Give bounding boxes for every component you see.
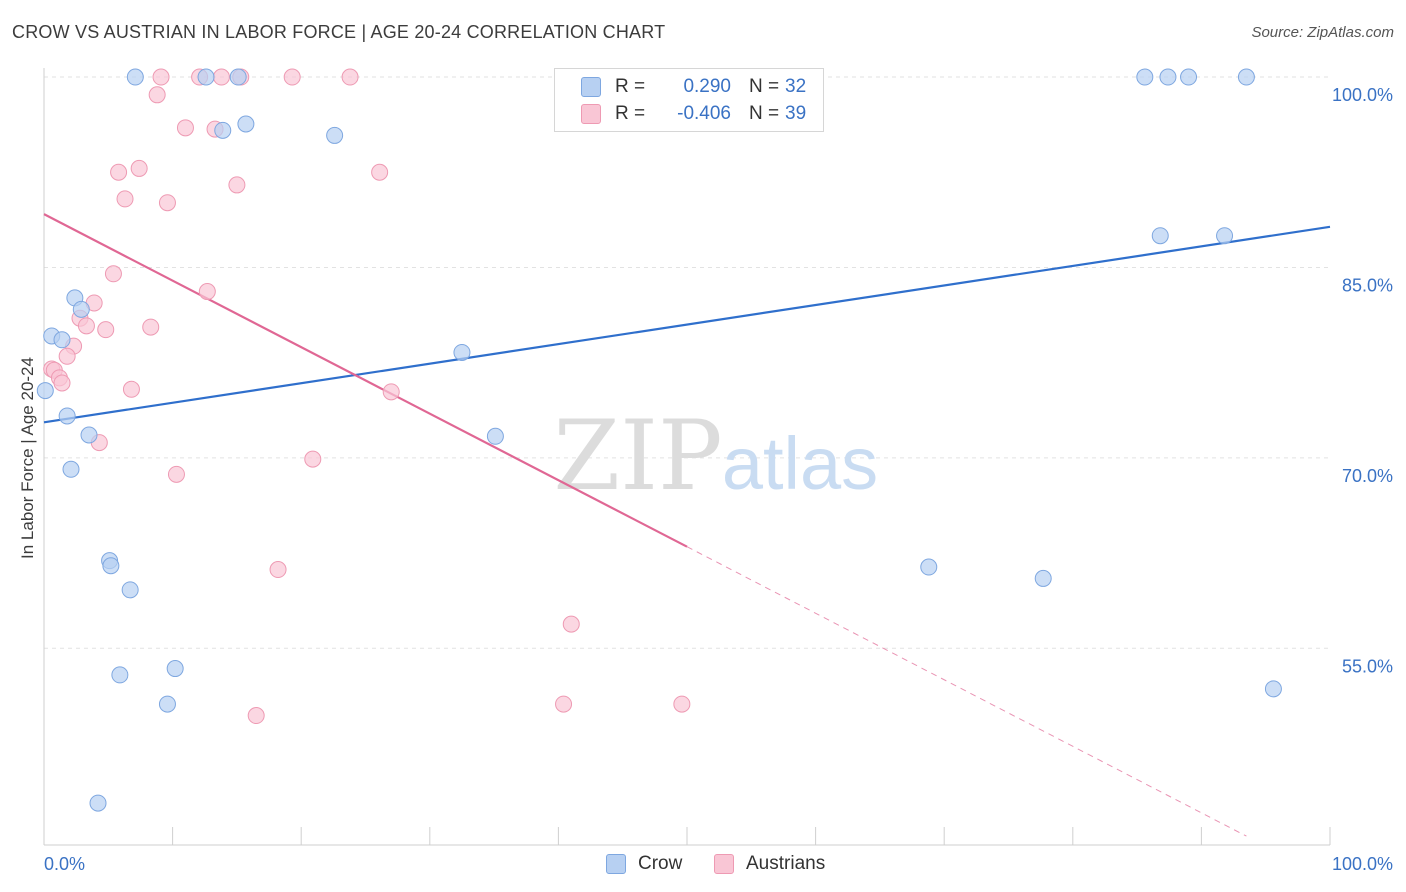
crow-point: [1264, 680, 1282, 698]
austrians-point: [142, 318, 160, 336]
crow-point: [1034, 569, 1052, 587]
austrians-point: [110, 163, 128, 181]
crow-point: [1180, 68, 1198, 86]
crow-swatch-icon: [581, 77, 601, 97]
crow-legend-icon: [606, 854, 626, 874]
y-tick-label: 100.0%: [1332, 85, 1393, 105]
crow-point: [920, 558, 938, 576]
austrians-point: [283, 68, 301, 86]
crow-point: [58, 407, 76, 425]
crow-point: [237, 115, 255, 133]
austrians-trend-extension: [686, 546, 1247, 837]
austrians-point: [269, 561, 287, 579]
crow-point: [166, 660, 184, 678]
y-tick-label: 85.0%: [1342, 275, 1393, 295]
austrians-n-label: N =: [749, 103, 780, 124]
y-tick-label: 55.0%: [1342, 656, 1393, 676]
crow-point: [89, 794, 107, 812]
crow-point: [53, 331, 71, 349]
austrians-point: [228, 176, 246, 194]
legend-row-crow: R = 0.290 N = 32: [581, 75, 806, 99]
crow-point: [1159, 68, 1177, 86]
watermark: ZIP atlas: [553, 400, 878, 512]
x-tick-label: 0.0%: [44, 854, 85, 874]
crow-point: [36, 382, 54, 400]
crow-point: [214, 121, 232, 139]
crow-point: [102, 557, 120, 575]
crow-point: [229, 68, 247, 86]
crow-point: [486, 427, 504, 445]
crow-point: [1151, 227, 1169, 245]
austrians-point: [247, 707, 265, 725]
austrians-legend-label: Austrians: [746, 853, 826, 874]
crow-r-label: R =: [615, 76, 646, 97]
crow-point: [72, 300, 90, 318]
austrians-point: [148, 86, 166, 104]
crow-r-value: 0.290: [683, 76, 731, 97]
y-tick-label: 70.0%: [1342, 466, 1393, 486]
austrians-point: [341, 68, 359, 86]
source-label: Source: ZipAtlas.com: [1251, 24, 1394, 41]
austrians-point: [104, 265, 122, 283]
crow-point: [121, 581, 139, 599]
crow-point: [111, 666, 129, 684]
crow-legend-label: Crow: [638, 853, 683, 874]
austrians-trend-line: [43, 213, 688, 548]
stats-legend: R = 0.290 N = 32 R = -0.406 N = 39: [554, 68, 824, 132]
crow-point: [453, 343, 471, 361]
crow-point: [158, 695, 176, 713]
austrians-point: [673, 695, 691, 713]
austrians-swatch-icon: [581, 104, 601, 124]
crow-point: [1136, 68, 1154, 86]
watermark-zip: ZIP: [553, 400, 722, 512]
austrians-point: [555, 695, 573, 713]
austrians-point: [176, 119, 194, 137]
austrians-point: [116, 190, 134, 208]
austrians-r-label: R =: [615, 103, 646, 124]
crow-point: [326, 126, 344, 144]
austrians-point: [198, 283, 216, 301]
crow-point: [1216, 227, 1234, 245]
x-tick-label: 100.0%: [1332, 854, 1393, 874]
crow-point: [197, 68, 215, 86]
crow-trend-line: [43, 225, 1331, 424]
axes: [43, 68, 1331, 846]
austrians-point: [97, 321, 115, 339]
austrians-point: [58, 347, 76, 365]
bottom-legend-crow: Crow: [606, 852, 682, 876]
data-points: [36, 68, 1282, 812]
legend-row-austrians: R = -0.406 N = 39: [581, 102, 806, 126]
austrians-point: [152, 68, 170, 86]
austrians-point: [53, 374, 71, 392]
crow-n-label: N =: [749, 76, 780, 97]
austrians-point: [122, 380, 140, 398]
austrians-n-value: 39: [785, 103, 807, 124]
austrians-point: [77, 317, 95, 335]
austrians-point: [130, 159, 148, 177]
austrians-legend-icon: [714, 854, 734, 874]
austrians-point: [212, 68, 230, 86]
crow-point: [62, 460, 80, 478]
austrians-point: [167, 465, 185, 483]
austrians-point: [382, 383, 400, 401]
trend-lines: [43, 213, 1331, 837]
crow-n-value: 32: [785, 76, 807, 97]
austrians-point: [158, 194, 176, 212]
crow-point: [1237, 68, 1255, 86]
austrians-r-value: -0.406: [677, 103, 731, 124]
austrians-point: [371, 163, 389, 181]
tick-labels: 55.0% 70.0% 85.0% 100.0% 0.0% 100.0%: [44, 85, 1393, 874]
austrians-point: [304, 450, 322, 468]
gridlines: [44, 76, 1330, 649]
crow-point: [126, 68, 144, 86]
bottom-legend-austrians: Austrians: [714, 852, 825, 876]
chart-title: CROW VS AUSTRIAN IN LABOR FORCE | AGE 20…: [12, 22, 666, 42]
austrians-point: [562, 615, 580, 633]
crow-point: [80, 426, 98, 444]
watermark-atlas: atlas: [722, 422, 878, 505]
